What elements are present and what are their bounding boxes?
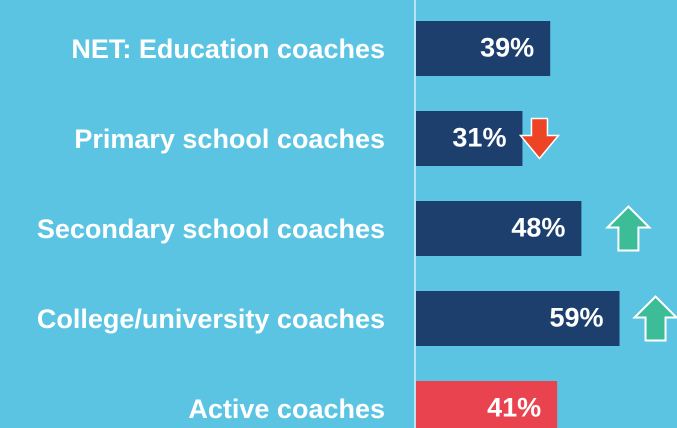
value-label: 31% [452, 123, 506, 153]
bar [416, 111, 523, 166]
value-label: 48% [511, 213, 565, 243]
bar [416, 201, 582, 256]
bar [416, 381, 558, 428]
value-label: 39% [480, 33, 534, 63]
category-label: NET: Education coaches [71, 33, 385, 64]
trend-arrow-down [518, 117, 561, 160]
trend-arrow-up [632, 295, 677, 342]
bar [416, 21, 551, 76]
trend-arrow-up [604, 205, 652, 252]
category-label: Primary school coaches [74, 123, 385, 154]
category-label: Active coaches [188, 393, 385, 424]
category-label: Secondary school coaches [36, 213, 385, 244]
value-label: 59% [549, 303, 603, 333]
bar [416, 291, 620, 346]
category-label: College/university coaches [36, 303, 385, 334]
value-label: 41% [487, 393, 541, 423]
